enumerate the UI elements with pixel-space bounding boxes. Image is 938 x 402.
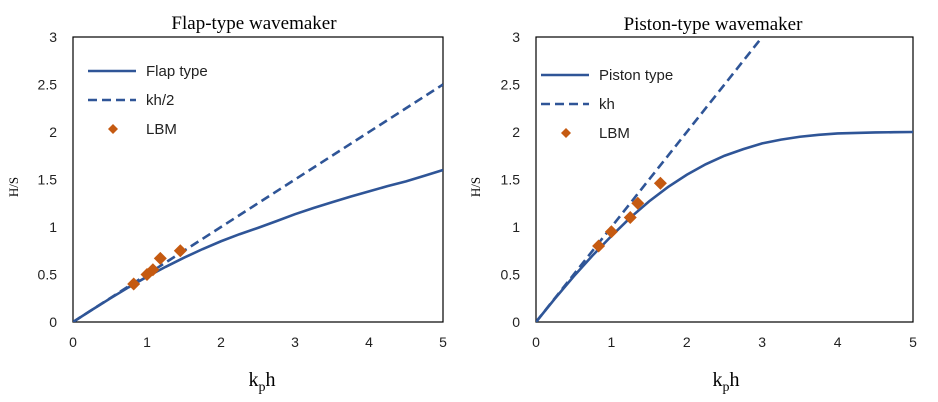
x-tick-label: 5 bbox=[909, 334, 917, 350]
y-tick-label: 3 bbox=[512, 29, 520, 45]
y-axis-label: H/S bbox=[6, 177, 21, 197]
lbm-data-point bbox=[623, 211, 637, 224]
y-tick-label: 2 bbox=[49, 124, 57, 140]
y-axis-label: H/S bbox=[468, 177, 483, 197]
x-axis-label: kph bbox=[249, 369, 276, 395]
y-tick-label: 1.5 bbox=[501, 172, 521, 188]
lbm-data-point bbox=[604, 225, 618, 239]
x-axis-label: kph bbox=[713, 369, 740, 395]
legend-entry-label: LBM bbox=[599, 125, 630, 142]
legend: Piston type kh LBM bbox=[541, 67, 673, 142]
y-tick-label: 1 bbox=[49, 219, 57, 235]
chart-title: Piston-type wavemaker bbox=[624, 14, 804, 35]
y-tick-label: 2 bbox=[512, 124, 520, 140]
lbm-data-point bbox=[173, 244, 187, 258]
legend-entry-label: Flap type bbox=[146, 63, 208, 80]
asymptote-dashed-line bbox=[536, 37, 764, 322]
legend: Flap type kh/2 LBM bbox=[88, 63, 208, 138]
x-tick-label: 2 bbox=[683, 334, 691, 350]
lbm-data-point bbox=[592, 239, 606, 253]
x-tick-label: 3 bbox=[758, 334, 766, 350]
y-ticks: 0 0.5 1 1.5 2 2.5 3 bbox=[501, 29, 521, 330]
series-layer bbox=[536, 37, 913, 322]
y-tick-label: 0 bbox=[512, 314, 520, 330]
x-tick-label: 4 bbox=[365, 334, 373, 350]
y-tick-label: 1 bbox=[512, 219, 520, 235]
y-tick-label: 0.5 bbox=[501, 267, 521, 283]
x-tick-label: 4 bbox=[834, 334, 842, 350]
y-tick-label: 3 bbox=[49, 29, 57, 45]
x-tick-label: 0 bbox=[69, 334, 77, 350]
x-tick-label: 0 bbox=[532, 334, 540, 350]
lbm-data-point bbox=[653, 176, 667, 190]
y-tick-label: 0.5 bbox=[38, 267, 58, 283]
y-tick-label: 1.5 bbox=[38, 172, 58, 188]
y-ticks: 0 0.5 1 1.5 2 2.5 3 bbox=[38, 29, 58, 330]
y-tick-label: 2.5 bbox=[501, 77, 521, 93]
plot-frame bbox=[72, 36, 444, 323]
x-tick-label: 3 bbox=[291, 334, 299, 350]
legend-entry-label: kh bbox=[599, 96, 615, 113]
series-layer bbox=[73, 83, 443, 322]
theory-solid-line bbox=[536, 130, 913, 322]
y-tick-label: 2.5 bbox=[38, 77, 58, 93]
legend-entry-label: kh/2 bbox=[146, 92, 174, 109]
lbm-data-point bbox=[127, 277, 141, 291]
piston-chart-panel: Piston-type wavemaker H/S kph 0 0.5 1 1.5 2 2… bbox=[468, 14, 917, 395]
plot-frame bbox=[535, 36, 914, 323]
legend-marker-icon bbox=[561, 128, 571, 138]
lbm-data-point bbox=[146, 263, 160, 277]
x-tick-label: 1 bbox=[143, 334, 151, 350]
lbm-data-point bbox=[631, 196, 645, 210]
legend-entry-label: Piston type bbox=[599, 67, 673, 84]
y-tick-label: 0 bbox=[49, 314, 57, 330]
chart-title: Flap-type wavemaker bbox=[171, 13, 337, 34]
lbm-data-point bbox=[153, 251, 167, 265]
x-tick-label: 2 bbox=[217, 334, 225, 350]
x-ticks: 0 1 2 3 4 5 bbox=[69, 334, 447, 350]
x-tick-label: 5 bbox=[439, 334, 447, 350]
flap-chart-panel: Flap-type wavemaker H/S kph 0 0.5 1 1.5 2 2.5… bbox=[6, 13, 447, 395]
legend-entry-label: LBM bbox=[146, 121, 177, 138]
x-tick-label: 1 bbox=[608, 334, 616, 350]
legend-marker-icon bbox=[108, 124, 118, 134]
theory-solid-line bbox=[73, 168, 443, 322]
x-ticks: 0 1 2 3 4 5 bbox=[532, 334, 917, 350]
